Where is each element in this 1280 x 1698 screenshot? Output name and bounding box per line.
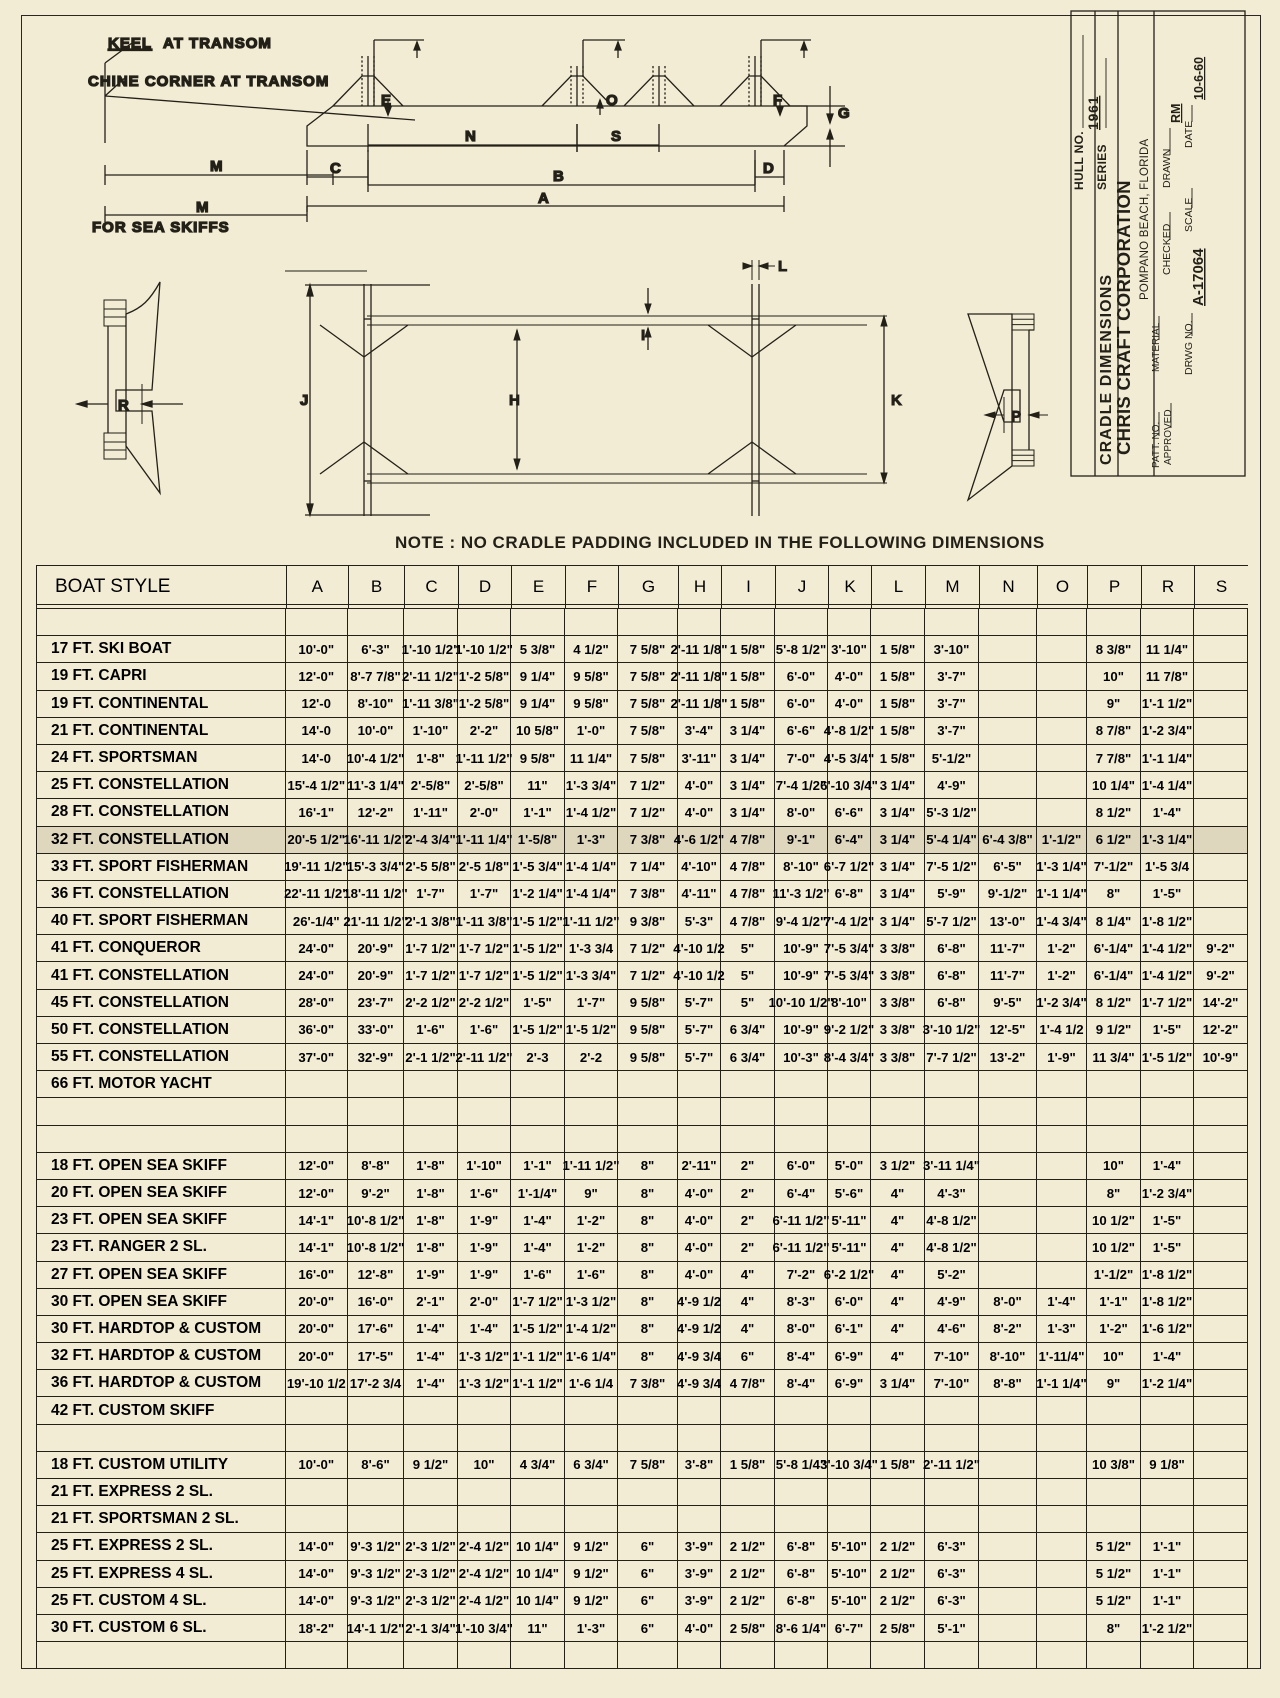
svg-text:P: P xyxy=(1011,408,1021,425)
svg-text:J: J xyxy=(300,392,308,409)
svg-text:R: R xyxy=(118,397,129,414)
svg-text:H: H xyxy=(509,392,520,409)
svg-text:NOTE : NO CRADLE PADDING INC: NOTE : NO CRADLE PADDING INCLUDED IN THE… xyxy=(395,533,1045,552)
svg-text:I: I xyxy=(641,327,645,344)
svg-text:K: K xyxy=(891,392,902,409)
svg-text:L: L xyxy=(778,258,787,275)
